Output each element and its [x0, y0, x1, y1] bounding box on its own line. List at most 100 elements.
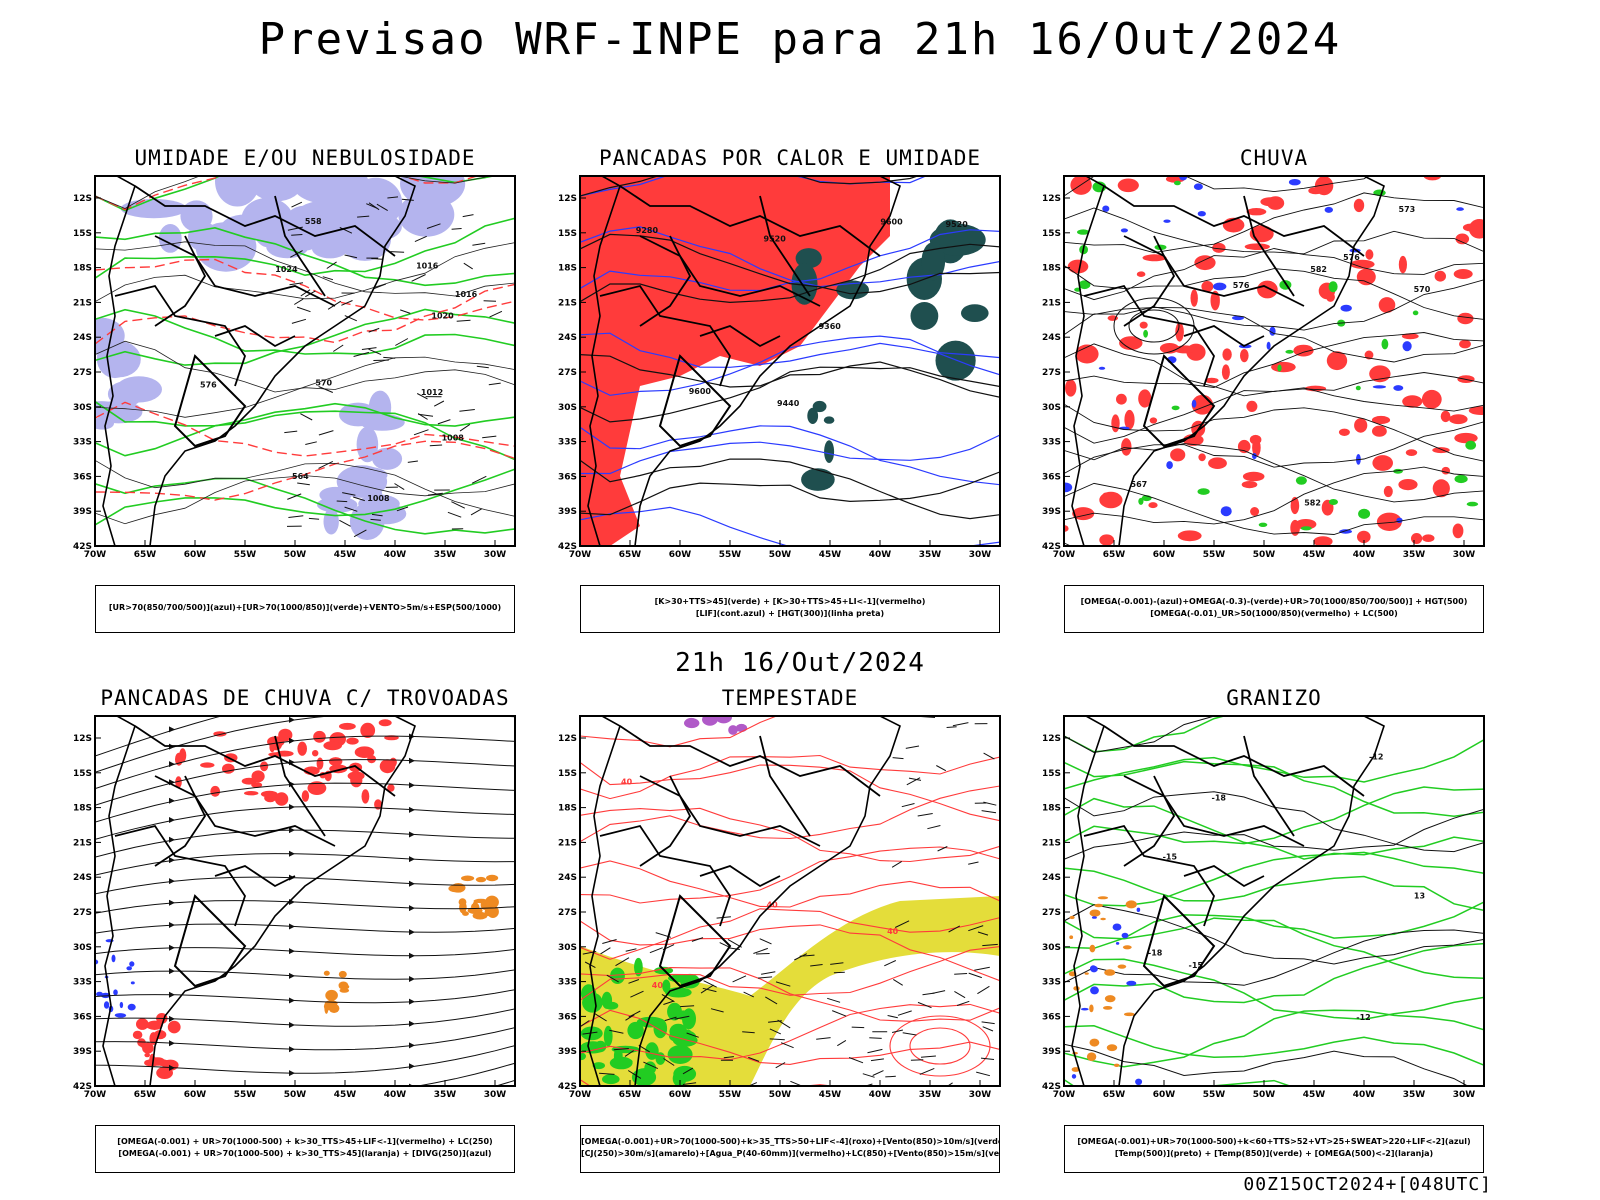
country-border: [1103, 725, 1365, 797]
shaded-area: [1071, 1067, 1080, 1072]
wind-vector: [353, 351, 370, 357]
lat-label: 39S: [73, 507, 92, 517]
shaded-area: [361, 789, 370, 804]
contour-line: [95, 242, 515, 303]
wind-vector: [625, 1014, 635, 1021]
wind-vector: [580, 1020, 590, 1028]
panel-granizo[interactable]: GRANIZO -12 -15 -18 -12 -15 -18 13 12S 15S 18S 21S 2…: [1042, 686, 1485, 1188]
contour-line: [580, 425, 1000, 486]
shaded-area: [323, 1002, 332, 1011]
shaded-area: [1411, 533, 1423, 544]
wind-vector: [952, 722, 969, 727]
panel-title: PANCADAS DE CHUVA C/ TROVOADAS: [100, 686, 510, 710]
shaded-area: [222, 763, 235, 774]
lat-label: 15S: [1042, 229, 1061, 239]
shaded-area: [1126, 980, 1137, 986]
lat-label: 39S: [558, 1047, 577, 1057]
wind-vector: [833, 971, 845, 974]
wind-vector: [366, 203, 378, 209]
wind-vector: [769, 1038, 785, 1041]
wind-vector: [451, 501, 466, 509]
thickness-red-dashed: [95, 176, 515, 501]
contour-line: [580, 1003, 1000, 1061]
country-border: [1083, 284, 1215, 387]
shaded-area: [1244, 243, 1270, 250]
contour-line: [1064, 1025, 1484, 1066]
shaded-area: [338, 984, 350, 990]
streamline-arrow: [289, 1070, 295, 1077]
shaded-area: [1121, 438, 1132, 456]
lat-label: 30S: [73, 943, 92, 953]
contour-line: [580, 229, 1000, 292]
wind-vector: [700, 984, 714, 994]
shaded-area: [251, 770, 265, 783]
shaded-area: [1222, 348, 1232, 361]
shaded-area: [461, 875, 475, 882]
wind-vector: [357, 215, 370, 218]
lat-label: 18S: [1042, 804, 1061, 814]
shaded-area: [1067, 259, 1089, 274]
streamline: [95, 1045, 515, 1074]
shaded-area: [1350, 259, 1375, 269]
wind-vector: [341, 300, 353, 306]
wind-vector: [983, 752, 995, 760]
streamline-arrow: [409, 1020, 415, 1027]
main-title: Previsao WRF-INPE para 21h 16/Out/2024: [258, 14, 1342, 65]
shaded-area: [1288, 179, 1301, 186]
wind-vector: [897, 1010, 912, 1016]
shaded-area: [1354, 418, 1368, 433]
panel-chuva[interactable]: CHUVA 582 576 570 573 567 582 576 12S 15S 18S 21S 24…: [1042, 146, 1485, 648]
shaded-area: [603, 1025, 613, 1047]
shaded-area: [604, 1001, 619, 1010]
panel-tempestade[interactable]: TEMPESTADE 40 40 40 40 12S 15S 18S 21S 24S 27S 30S 3…: [558, 686, 1001, 1188]
shaded-area: [250, 176, 302, 202]
hgt300-contours: [580, 176, 1000, 520]
humidity-upper-blue: [120, 176, 466, 272]
wind-vector: [674, 1015, 690, 1020]
shaded-area: [667, 1045, 693, 1064]
shaded-area: [1142, 254, 1167, 262]
contour-line: [580, 434, 1000, 475]
shaded-area: [1089, 909, 1101, 917]
shaded-area: [475, 876, 487, 883]
streamline-arrow: [169, 816, 175, 823]
lat-label: 30S: [1042, 403, 1061, 413]
shaded-area: [379, 759, 396, 774]
contour-line: [95, 283, 515, 345]
contour-line: [580, 366, 1000, 423]
shaded-area: [1457, 312, 1474, 325]
contour-labels: 9600 9520 9440 9360 9280 9600 9520: [636, 217, 968, 408]
shaded-area: [1257, 280, 1278, 299]
panel-umidade[interactable]: UMIDADE E/OU NEBULOSIDADE 1008 1012 1016 102…: [73, 146, 516, 648]
shaded-area: [1372, 385, 1386, 389]
lat-label: 18S: [558, 264, 577, 274]
shaded-area: [119, 1001, 124, 1009]
wind-vector: [885, 1075, 896, 1078]
country-border: [1123, 235, 1305, 307]
wind-vector: [426, 223, 441, 229]
shaded-area: [346, 737, 359, 745]
shaded-area: [1355, 385, 1361, 391]
panel-pancadas-calor[interactable]: PANCADAS POR CALOR E UMIDADE 9600 9520 9440…: [558, 146, 1001, 648]
country-border: [639, 775, 821, 847]
country-border: [154, 235, 336, 307]
contour-label: -18: [1148, 949, 1163, 958]
shaded-area: [1324, 206, 1333, 213]
contour-line: [95, 400, 515, 461]
shaded-area: [341, 466, 388, 484]
shaded-area: [1328, 499, 1338, 505]
panel-pancadas-trovoadas[interactable]: PANCADAS DE CHUVA C/ TROVOADAS 12S 15S 18S 2…: [73, 686, 516, 1188]
lat-label: 36S: [73, 1012, 92, 1022]
wind-vector: [628, 1010, 641, 1018]
wind-vector: [816, 1037, 831, 1040]
contour-line: [1064, 808, 1484, 860]
shaded-area: [1148, 502, 1158, 509]
streamline: [95, 716, 515, 775]
country-border: [114, 284, 246, 387]
wind-vector: [628, 979, 640, 984]
country-border: [154, 775, 336, 847]
contour-label: -12: [1356, 1013, 1370, 1022]
shaded-area: [339, 988, 350, 993]
shaded-area: [1314, 176, 1334, 196]
